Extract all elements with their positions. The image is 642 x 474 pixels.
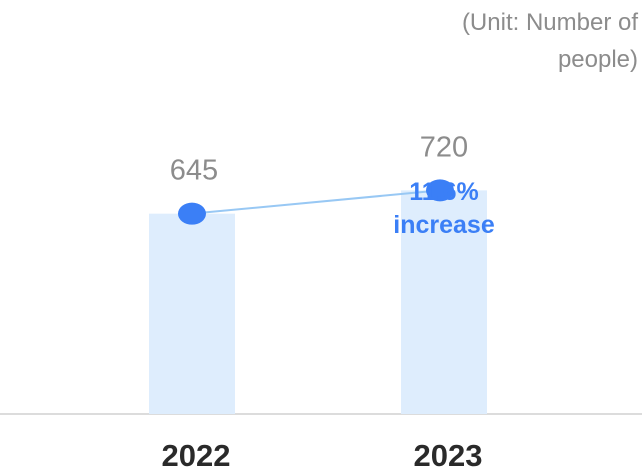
- unit-note: (Unit: Number of people): [461, 9, 638, 73]
- bar-2022: [149, 213, 235, 414]
- category-label-2022: 2022: [162, 438, 231, 473]
- bar-2023: [401, 190, 487, 414]
- increase-word-label: increase: [393, 211, 495, 239]
- data-point-2023: [426, 179, 454, 202]
- value-label-2023: 720: [420, 131, 468, 163]
- category-label-2023: 2023: [414, 438, 483, 473]
- trend-line: [191, 189, 441, 215]
- increase-percent-label: 11.6%: [409, 178, 479, 206]
- value-label-2022: 645: [170, 155, 218, 187]
- data-point-2022: [178, 202, 206, 225]
